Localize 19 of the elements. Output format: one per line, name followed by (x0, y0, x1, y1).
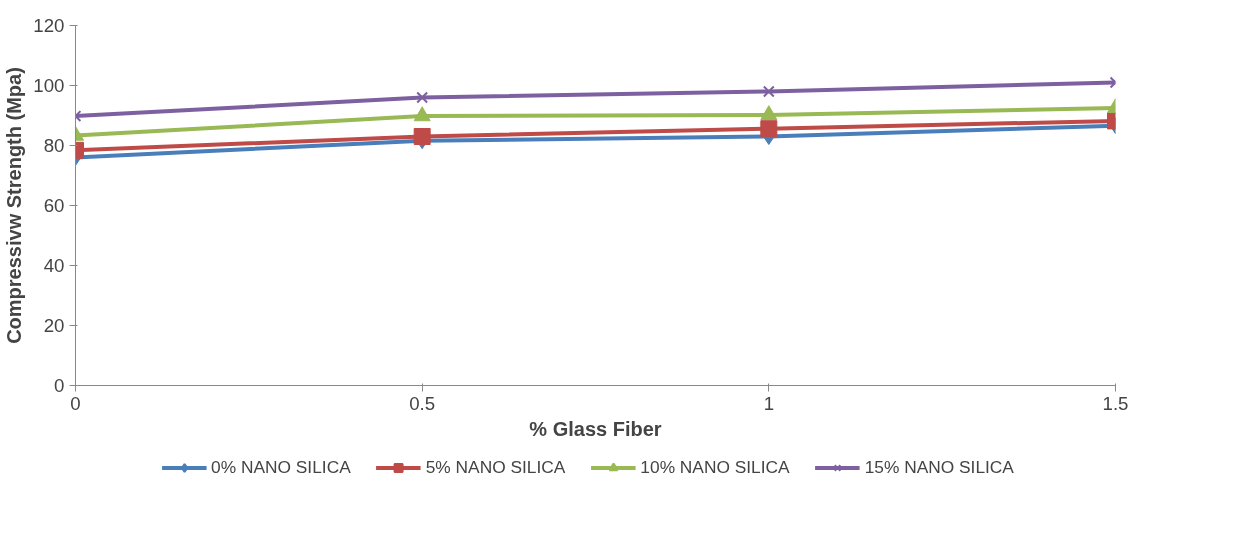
y-tick-label: 100 (33, 75, 65, 96)
y-tick-label: 0 (54, 375, 65, 396)
x-tick-label: 1 (763, 392, 775, 414)
point (413, 106, 431, 122)
legend-label: 15% NANO SILICA (864, 456, 1014, 478)
point (760, 105, 778, 121)
legend-label: 5% NANO SILICA (425, 456, 566, 478)
x-tick-label: 1.5 (1102, 392, 1129, 414)
x-tick-label: 0.5 (409, 392, 436, 414)
legend-label: 10% NANO SILICA (640, 456, 790, 478)
y-axis-title: Compressivw Strength (Mpa) (3, 67, 26, 344)
y-tick-label: 80 (43, 135, 65, 156)
y-tick-label: 120 (33, 15, 65, 36)
legend-label: 0% NANO SILICA (211, 456, 351, 478)
x-tick-label: 0 (70, 392, 81, 414)
y-tick-label: 20 (43, 315, 65, 336)
x-axis-title: % Glass Fiber (529, 417, 662, 440)
y-tick-label: 60 (43, 195, 65, 216)
y-tick-label: 40 (43, 255, 65, 276)
